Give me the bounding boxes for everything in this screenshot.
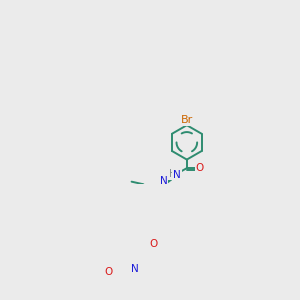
Text: N: N <box>131 264 139 274</box>
Text: N: N <box>173 170 181 180</box>
Text: O: O <box>105 268 113 278</box>
Text: O: O <box>196 163 204 173</box>
Text: O: O <box>150 239 158 249</box>
Text: H: H <box>169 169 176 179</box>
Text: N: N <box>160 176 167 186</box>
Text: Br: Br <box>181 115 193 125</box>
